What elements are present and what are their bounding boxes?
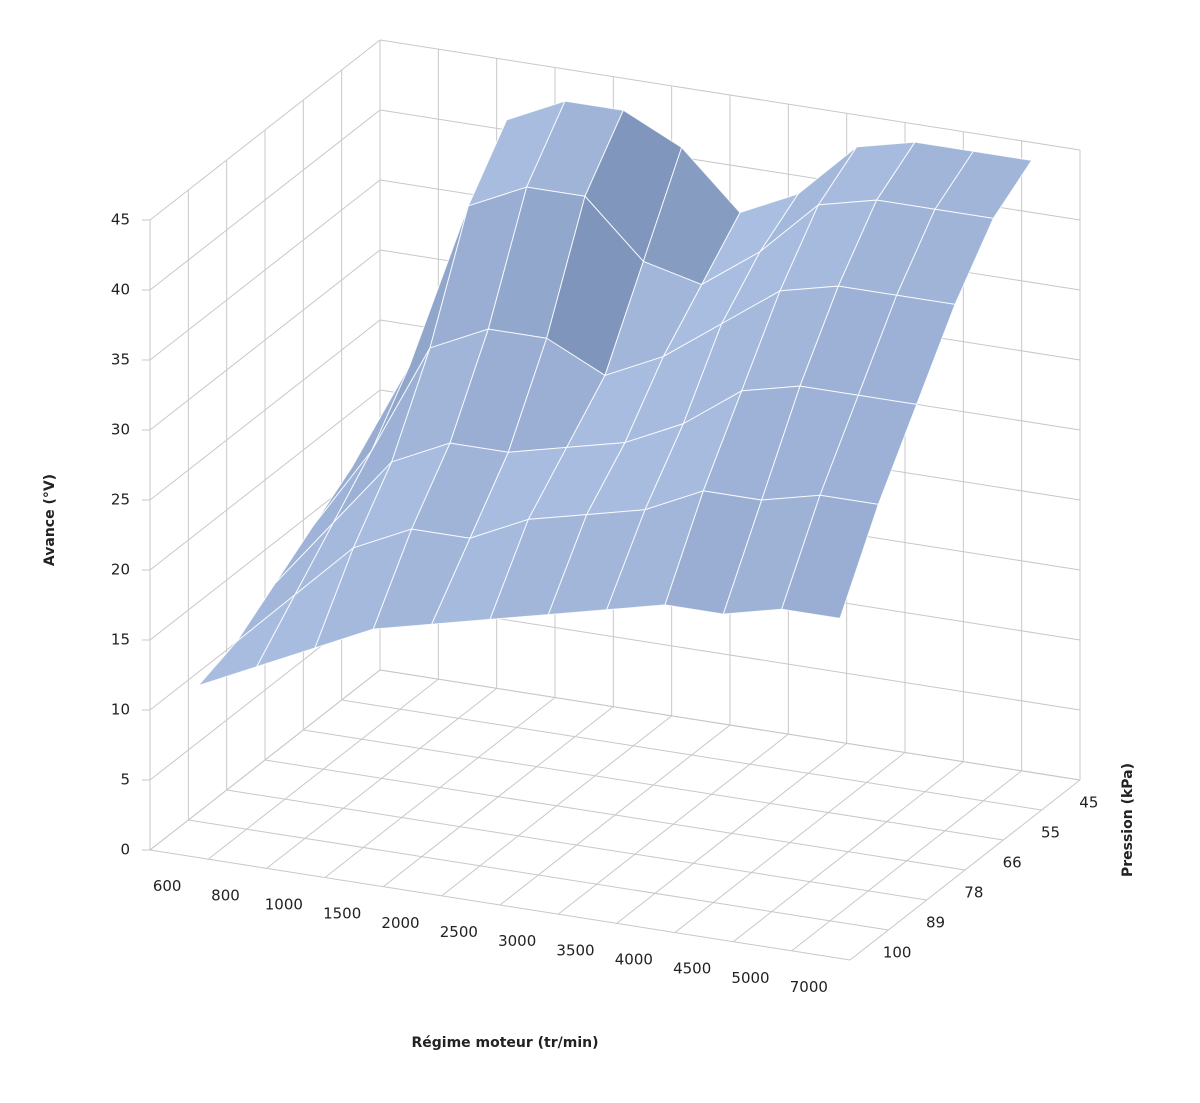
x-tick-label: 4500 — [673, 960, 711, 978]
grid-line — [149, 249, 381, 431]
grid-line — [379, 39, 1081, 151]
x-tick-label: 2000 — [381, 914, 419, 932]
grid-line — [149, 669, 381, 851]
x-tick-label: 2500 — [440, 923, 478, 941]
x-tick-label: 600 — [153, 877, 182, 895]
x-tick-label: 3000 — [498, 932, 536, 950]
x-tick-label: 800 — [211, 886, 240, 904]
surface-patch — [781, 494, 879, 619]
depth-tick-label: 89 — [926, 914, 945, 932]
floor-grid-line — [188, 819, 889, 931]
depth-tick-label: 100 — [883, 944, 912, 962]
depth-tick-label: 45 — [1079, 794, 1098, 812]
floor-grid-line — [264, 759, 966, 871]
z-tick-label: 40 — [111, 281, 130, 299]
x-tick-label: 4000 — [615, 950, 653, 968]
floor-grid-line — [226, 789, 927, 901]
x-axis-title: Régime moteur (tr/min) — [411, 1035, 598, 1051]
z-tick-label: 30 — [111, 421, 130, 439]
z-tick-label: 15 — [111, 631, 130, 649]
floor-grid-line — [149, 849, 851, 961]
grid-line — [379, 669, 1081, 781]
grid-line — [149, 319, 381, 501]
z-tick-label: 0 — [120, 841, 130, 859]
grid-line — [149, 39, 381, 221]
z-tick-label: 45 — [111, 211, 130, 229]
depth-tick-label: 78 — [964, 884, 983, 902]
z-tick-label: 10 — [111, 701, 130, 719]
z-tick-label: 25 — [111, 491, 130, 509]
depth-tick-label: 55 — [1041, 824, 1060, 842]
x-tick-label: 5000 — [731, 969, 769, 987]
z-tick-label: 5 — [120, 771, 130, 789]
grid-line — [149, 389, 381, 571]
depth-tick-label: 66 — [1003, 854, 1022, 872]
z-tick-label: 35 — [111, 351, 130, 369]
x-tick-label: 1500 — [323, 905, 361, 923]
grid-line — [149, 179, 381, 361]
x-tick-label: 7000 — [790, 978, 828, 996]
depth-axis-title: Pression (kPa) — [1120, 763, 1136, 877]
x-tick-label: 1000 — [265, 895, 303, 913]
x-tick-label: 3500 — [556, 941, 594, 959]
z-tick-label: 20 — [111, 561, 130, 579]
grid-line — [149, 109, 381, 291]
z-axis-title: Avance (°V) — [42, 474, 58, 566]
floor-grid-line — [303, 729, 1004, 841]
floor-grid-line — [341, 699, 1042, 811]
